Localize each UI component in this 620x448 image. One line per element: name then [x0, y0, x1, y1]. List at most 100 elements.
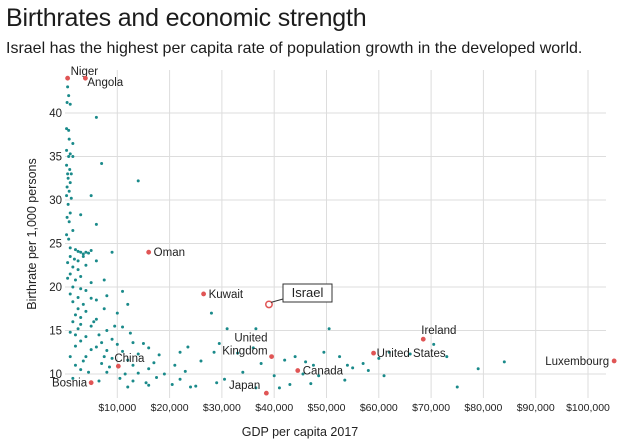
data-point	[66, 172, 70, 176]
data-point	[72, 257, 76, 261]
label-united-states: United States	[377, 348, 446, 360]
data-point	[76, 249, 80, 253]
data-point	[100, 341, 104, 345]
data-point	[65, 101, 69, 105]
data-point	[382, 374, 386, 378]
x-tick-label: $50,000	[308, 402, 346, 414]
data-point	[123, 372, 127, 376]
data-point	[455, 385, 459, 389]
data-point	[73, 333, 77, 337]
label-kuwait: Kuwait	[209, 289, 244, 301]
data-point	[94, 222, 98, 226]
label-united-kingdom: United Kingdom	[222, 333, 267, 358]
label-china: China	[114, 353, 145, 365]
data-point	[68, 292, 72, 296]
data-point	[259, 362, 263, 366]
data-point	[89, 194, 93, 198]
point-luxembourg	[611, 358, 617, 364]
data-point	[81, 252, 85, 256]
data-point	[322, 350, 326, 354]
data-point	[212, 350, 216, 354]
y-tick-label: 40	[49, 108, 62, 120]
data-point	[277, 386, 281, 390]
data-point	[311, 363, 315, 367]
data-point	[68, 181, 72, 185]
data-point	[141, 342, 145, 346]
data-point	[102, 278, 106, 282]
data-point	[68, 246, 72, 250]
label-oman: Oman	[154, 247, 185, 259]
data-point	[183, 369, 187, 373]
chart-subtitle: Israel has the highest per capita rate o…	[6, 40, 583, 57]
data-point	[81, 302, 85, 306]
label-japan: Japan	[229, 380, 260, 392]
data-point	[272, 374, 276, 378]
data-point	[71, 155, 75, 158]
data-point	[351, 366, 355, 370]
label-ireland: Ireland	[421, 325, 456, 337]
data-point	[217, 342, 221, 346]
data-point	[79, 339, 83, 343]
data-point	[79, 250, 83, 254]
data-point	[94, 345, 98, 349]
data-point	[102, 307, 106, 311]
data-point	[144, 381, 148, 385]
data-point	[105, 370, 109, 374]
data-point	[89, 248, 93, 252]
data-point	[254, 386, 258, 390]
data-point	[79, 368, 83, 372]
point-united-states	[371, 350, 376, 356]
data-point	[115, 342, 119, 346]
label-luxembourg: Luxembourg	[545, 356, 609, 368]
data-point	[110, 250, 114, 254]
data-point	[304, 360, 308, 364]
data-point	[65, 215, 69, 219]
data-point	[65, 127, 69, 131]
data-point	[76, 307, 80, 311]
data-point	[147, 346, 151, 350]
data-point	[186, 345, 190, 349]
data-point	[67, 94, 71, 98]
data-point	[189, 385, 193, 389]
data-point	[147, 383, 151, 387]
data-point	[89, 281, 93, 285]
data-point	[157, 353, 161, 357]
data-point	[68, 168, 72, 172]
data-point	[343, 378, 347, 382]
data-point	[309, 382, 313, 386]
data-point	[476, 367, 480, 371]
data-point	[68, 152, 72, 156]
data-point	[408, 352, 412, 356]
data-point	[241, 370, 245, 374]
data-point	[254, 327, 258, 331]
x-tick-label: $10,000	[98, 402, 136, 414]
data-point	[79, 213, 83, 217]
data-point	[89, 324, 93, 328]
point-niger	[65, 75, 71, 81]
data-point	[178, 377, 182, 381]
data-point	[283, 358, 287, 362]
point-canada	[295, 368, 301, 373]
data-point	[121, 349, 125, 353]
data-point	[105, 349, 109, 353]
data-point	[84, 288, 88, 292]
data-point	[73, 344, 77, 348]
data-point	[79, 315, 83, 319]
data-point	[97, 379, 101, 383]
data-point	[92, 320, 96, 324]
data-point	[66, 176, 70, 180]
data-point	[293, 355, 297, 359]
data-point	[215, 381, 219, 385]
data-point	[178, 350, 182, 354]
data-point	[118, 376, 122, 380]
data-point	[84, 335, 88, 339]
data-point	[97, 333, 101, 337]
x-tick-label: $40,000	[255, 402, 293, 414]
x-axis-title: GDP per capita 2017	[242, 425, 359, 439]
data-point	[76, 259, 80, 263]
data-point	[387, 350, 391, 354]
data-point	[66, 261, 70, 265]
x-tick-label: $70,000	[412, 402, 450, 414]
data-point	[89, 348, 93, 352]
y-tick-label: 10	[49, 369, 62, 381]
